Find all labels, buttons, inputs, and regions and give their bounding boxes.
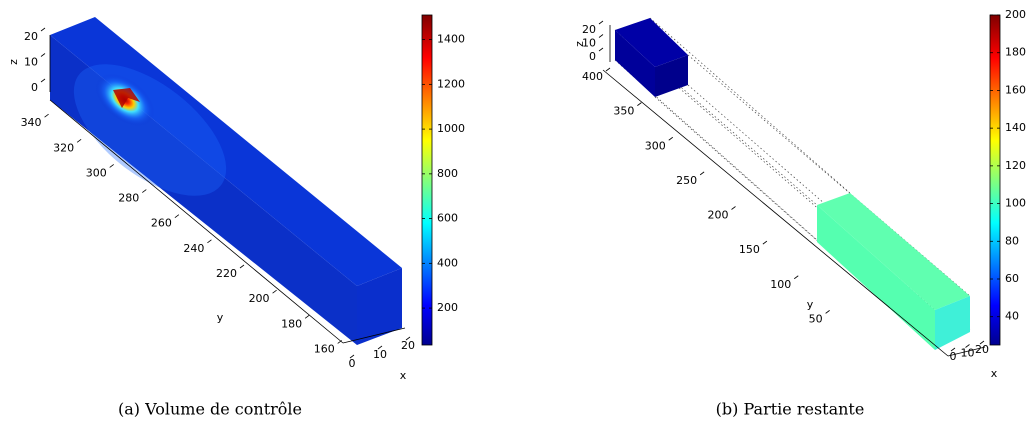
colorbar-tick-label: 180 bbox=[1005, 46, 1026, 59]
volume-b bbox=[614, 17, 971, 350]
x-tick bbox=[979, 340, 985, 345]
x-tick bbox=[349, 354, 355, 359]
y-tick bbox=[76, 138, 82, 143]
z-tick bbox=[598, 34, 604, 38]
colorbar-tick-label: 40 bbox=[1005, 310, 1019, 323]
z-tick-label: 20 bbox=[24, 30, 38, 43]
x-axis-label: x bbox=[400, 369, 407, 382]
colorbar-tick-label: 200 bbox=[437, 301, 458, 314]
y-tick-label: 200 bbox=[708, 209, 729, 222]
y-tick-label: 250 bbox=[676, 174, 697, 187]
y-tick-label: 100 bbox=[770, 278, 791, 291]
z-tick-label: 20 bbox=[582, 23, 596, 36]
y-tick bbox=[731, 206, 736, 210]
y-tick-label: 320 bbox=[53, 141, 74, 154]
volume-a bbox=[50, 17, 402, 345]
z-axis-label: z bbox=[7, 59, 20, 65]
x-tick-label: 0 bbox=[349, 357, 356, 370]
z-tick-label: 0 bbox=[589, 50, 596, 63]
y-tick-label: 200 bbox=[249, 292, 270, 305]
x-tick bbox=[377, 345, 383, 350]
z-tick bbox=[598, 20, 604, 25]
y-tick-label: 160 bbox=[314, 342, 335, 355]
y-tick bbox=[239, 264, 245, 269]
colorbar-tick-label: 600 bbox=[437, 212, 458, 225]
colorbar-tick-label: 60 bbox=[1005, 272, 1019, 285]
x-tick-label: 10 bbox=[961, 347, 975, 360]
caption: (b) Partie restante bbox=[716, 400, 865, 419]
colorbar bbox=[421, 14, 433, 346]
z-tick-label: 10 bbox=[24, 56, 38, 69]
z-tick bbox=[598, 47, 604, 52]
colorbar bbox=[989, 14, 1001, 346]
y-tick bbox=[207, 239, 212, 244]
y-tick bbox=[699, 171, 705, 176]
y-tick bbox=[668, 136, 673, 141]
y-tick-label: 180 bbox=[281, 317, 302, 330]
y-tick bbox=[337, 340, 342, 344]
y-tick bbox=[44, 113, 49, 118]
y-tick-label: 260 bbox=[151, 217, 172, 230]
y-tick bbox=[825, 310, 830, 314]
y-tick-label: 220 bbox=[216, 267, 237, 280]
colorbar-tick-label: 800 bbox=[437, 167, 458, 180]
colorbar-tick-label: 100 bbox=[1005, 197, 1026, 210]
y-tick bbox=[272, 289, 277, 294]
y-tick bbox=[605, 67, 611, 72]
z-tick bbox=[40, 53, 46, 57]
y-tick-label: 340 bbox=[21, 116, 42, 129]
z-tick-label: 0 bbox=[31, 81, 38, 94]
y-tick bbox=[794, 275, 799, 280]
y-tick bbox=[142, 189, 147, 193]
y-tick-label: 300 bbox=[86, 166, 107, 179]
y-tick bbox=[762, 240, 768, 245]
x-tick-label: 0 bbox=[950, 350, 957, 363]
colorbar-tick-label: 200 bbox=[1005, 8, 1026, 21]
x-tick bbox=[950, 347, 956, 352]
y-tick-label: 400 bbox=[582, 70, 603, 83]
axes-b bbox=[602, 25, 986, 357]
colorbar-tick-label: 160 bbox=[1005, 83, 1026, 96]
y-tick bbox=[637, 102, 642, 106]
z-tick-label: 10 bbox=[582, 37, 596, 50]
y-tick-label: 280 bbox=[118, 192, 139, 205]
z-axis-label: z bbox=[573, 41, 586, 47]
y-tick-label: 150 bbox=[739, 243, 760, 256]
y-tick-label: 50 bbox=[809, 312, 823, 325]
x-tick bbox=[405, 336, 411, 341]
x-tick bbox=[965, 344, 970, 348]
x-tick-label: 20 bbox=[401, 339, 415, 352]
y-axis-label: y bbox=[807, 298, 814, 311]
colorbar-tick-label: 1000 bbox=[437, 122, 465, 135]
y-tick bbox=[304, 314, 310, 319]
z-tick bbox=[40, 27, 46, 32]
y-tick bbox=[174, 214, 180, 219]
colorbar-tick-label: 1400 bbox=[437, 33, 465, 46]
colorbar-tick-label: 1200 bbox=[437, 77, 465, 90]
y-axis-label: y bbox=[217, 311, 224, 324]
y-tick-label: 350 bbox=[613, 105, 634, 118]
y-tick-label: 300 bbox=[645, 139, 666, 152]
x-tick-label: 20 bbox=[975, 343, 989, 356]
colorbar-tick-label: 400 bbox=[437, 256, 458, 269]
y-tick-label: 240 bbox=[183, 242, 204, 255]
z-tick bbox=[40, 78, 46, 83]
caption: (a) Volume de contrôle bbox=[118, 400, 302, 419]
x-tick-label: 10 bbox=[373, 348, 387, 361]
colorbar-tick-label: 140 bbox=[1005, 121, 1026, 134]
colorbar-tick-label: 80 bbox=[1005, 234, 1019, 247]
axes-a bbox=[49, 35, 406, 344]
x-axis-label: x bbox=[991, 367, 998, 380]
y-tick bbox=[109, 164, 114, 168]
colorbar-tick-label: 120 bbox=[1005, 159, 1026, 172]
